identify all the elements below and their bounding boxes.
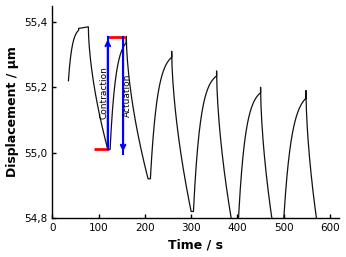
Text: Actuation: Actuation <box>123 74 132 117</box>
X-axis label: Time / s: Time / s <box>168 238 223 251</box>
Text: Contraction: Contraction <box>99 67 108 120</box>
Y-axis label: Displacement / μm: Displacement / μm <box>6 46 19 177</box>
